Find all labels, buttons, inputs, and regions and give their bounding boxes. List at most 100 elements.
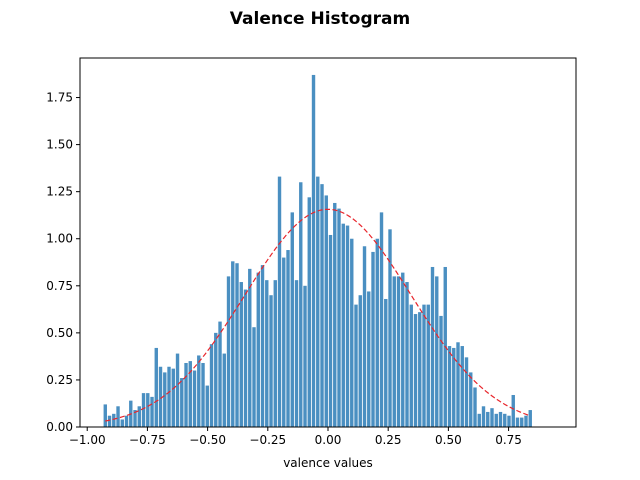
histogram-bar: [392, 276, 396, 427]
y-tick-label: 1.75: [46, 91, 73, 105]
histogram-bar: [477, 413, 481, 427]
histogram-bar: [375, 238, 379, 427]
histogram-bar: [430, 266, 435, 427]
histogram-bar: [494, 413, 498, 427]
histogram-bar: [231, 261, 235, 427]
histogram-bar: [520, 417, 524, 427]
histogram-bar: [422, 304, 426, 427]
histogram-bar: [320, 184, 324, 427]
y-tick-label: 1.25: [46, 185, 73, 199]
histogram-bar: [239, 282, 243, 427]
y-axis-ticks: 0.00 0.25 0.50 0.75 1.00 1.25 1.50 1.75: [46, 91, 80, 434]
histogram-bar: [163, 372, 167, 427]
histogram-bar: [299, 182, 303, 427]
bars-group: [103, 74, 532, 427]
histogram-bar: [150, 396, 154, 427]
x-tick-label: 0.75: [495, 433, 522, 447]
histogram-bar: [146, 393, 150, 427]
histogram-bar: [171, 368, 175, 427]
y-tick-label: 0.25: [46, 373, 73, 387]
histogram-bar: [180, 378, 184, 427]
histogram-bar: [252, 327, 256, 427]
histogram-bar: [328, 234, 333, 427]
histogram-bar: [490, 408, 494, 427]
histogram-bar: [469, 372, 473, 427]
histogram-bar: [158, 366, 163, 427]
histogram-bar: [256, 272, 260, 427]
histogram-bar: [401, 272, 405, 427]
histogram-bar: [124, 415, 129, 427]
histogram-bar: [103, 404, 107, 427]
histogram-bar: [405, 282, 409, 427]
histogram-bar: [273, 280, 277, 427]
histogram-bar: [367, 291, 371, 427]
chart-title: Valence Histogram: [230, 9, 410, 29]
histogram-bar: [350, 238, 354, 427]
histogram-bar: [248, 268, 252, 427]
x-tick-label: 0.00: [315, 433, 342, 447]
histogram-bar: [511, 394, 515, 427]
y-tick-label: 0.75: [46, 279, 73, 293]
histogram-bar: [141, 393, 146, 427]
histogram-bar: [137, 406, 141, 427]
histogram-bar: [371, 251, 375, 427]
histogram-bar: [362, 246, 367, 427]
histogram-bar: [379, 212, 384, 427]
histogram-bar: [324, 195, 328, 427]
histogram-bar: [439, 315, 443, 427]
x-axis-ticks: −1.00 −0.75 −0.50 −0.25 0.00 0.25 0.50 0.75: [69, 427, 522, 447]
histogram-bar: [464, 357, 469, 427]
histogram-bar: [188, 361, 192, 427]
histogram-bar: [311, 74, 316, 427]
histogram-bar: [286, 250, 290, 427]
histogram-bar: [456, 342, 460, 427]
histogram-bar: [413, 314, 418, 427]
histogram-bar: [307, 197, 311, 427]
histogram-bar: [294, 280, 299, 427]
histogram-bar: [197, 355, 201, 427]
histogram-bar: [120, 419, 124, 427]
histogram-bar: [282, 257, 286, 427]
x-tick-label: 0.50: [435, 433, 462, 447]
histogram-bar: [167, 366, 171, 427]
x-tick-label: −0.75: [129, 433, 166, 447]
histogram-bar: [452, 347, 456, 427]
x-tick-label: −0.25: [249, 433, 286, 447]
histogram-bar: [277, 176, 282, 427]
histogram-bar: [133, 410, 137, 427]
y-tick-label: 1.00: [46, 232, 73, 246]
histogram-bar: [384, 298, 388, 427]
histogram-bar: [209, 344, 214, 427]
histogram-bar: [396, 276, 401, 427]
histogram-bar: [184, 362, 188, 427]
histogram-bar: [260, 265, 265, 427]
histogram-bar: [243, 289, 248, 427]
y-tick-label: 0.00: [46, 420, 73, 434]
histogram-bar: [515, 417, 520, 427]
histogram-bar: [265, 280, 269, 427]
histogram-bar: [524, 415, 528, 427]
histogram-bar: [112, 413, 116, 427]
histogram-bar: [435, 276, 439, 427]
histogram-bar: [192, 370, 197, 427]
histogram-bar: [409, 304, 413, 427]
x-tick-label: −0.50: [189, 433, 226, 447]
histogram-bar: [447, 346, 452, 427]
histogram-bar: [269, 295, 273, 427]
x-tick-label: 0.25: [375, 433, 402, 447]
y-tick-label: 1.50: [46, 138, 73, 152]
histogram-bar: [345, 225, 350, 427]
normal-fit-curve: [105, 208, 531, 422]
histogram-bar: [235, 263, 239, 427]
histogram-bar: [214, 332, 218, 427]
histogram-bar: [354, 304, 358, 427]
histogram-bar: [316, 176, 320, 427]
histogram-bar: [107, 415, 112, 427]
histogram-bar: [507, 415, 511, 427]
histogram-bar: [481, 406, 486, 427]
x-axis-label: valence values: [283, 456, 373, 470]
histogram-bar: [460, 346, 464, 427]
histogram-bar: [205, 385, 209, 427]
histogram-bar: [503, 413, 507, 427]
